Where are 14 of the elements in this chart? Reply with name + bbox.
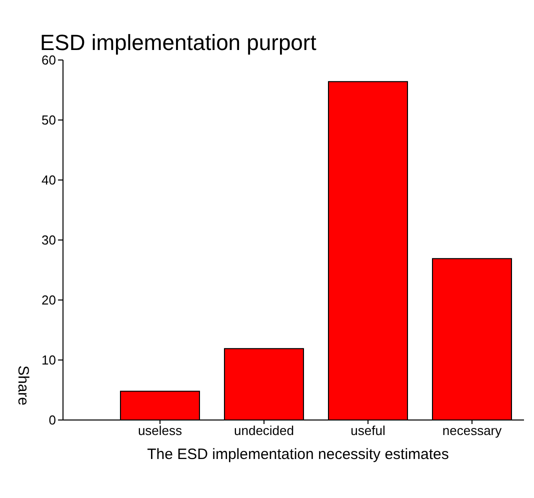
y-axis-title: Share: [14, 364, 32, 406]
x-tick-label: undecided: [234, 423, 294, 438]
x-tick-label: useful: [350, 423, 386, 438]
x-tick-label: useless: [138, 423, 183, 438]
y-tick-label: 60: [42, 52, 56, 68]
chart-title: ESD implementation purport: [40, 30, 316, 55]
y-tick-label: 10: [42, 352, 56, 368]
y-tick-label: 50: [42, 112, 56, 128]
y-tick-label: 30: [42, 232, 56, 248]
y-tick-label: 20: [42, 292, 56, 308]
x-tick-label: necessary: [442, 423, 502, 438]
x-axis-title: The ESD implementation necessity estimates: [146, 446, 450, 463]
y-tick-label: 0: [48, 412, 56, 428]
y-tick-label: 40: [42, 172, 56, 188]
